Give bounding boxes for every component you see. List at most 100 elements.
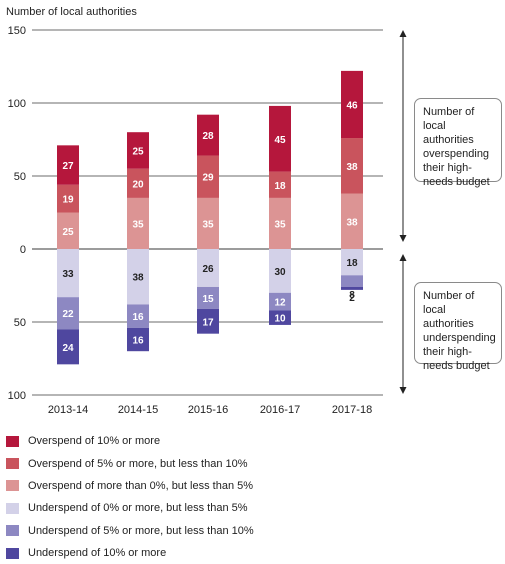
data-label: 10: [274, 314, 286, 325]
legend-item: Overspend of more than 0%, but less than…: [6, 475, 306, 497]
bar-segment: [341, 138, 363, 194]
data-label: 38: [346, 162, 358, 173]
bar-segment: [341, 249, 363, 276]
data-label: 35: [132, 219, 144, 230]
legend-label: Overspend of 10% or more: [28, 435, 161, 448]
legend-label: Underspend of 10% or more: [28, 547, 167, 560]
bar-segment: [197, 114, 219, 156]
bar-segment: [127, 132, 149, 169]
x-tick-label: 2013-14: [48, 404, 88, 416]
legend-swatch: [6, 547, 19, 559]
range-arrows: [399, 30, 407, 394]
legend-item: Underspend of 5% or more, but less than …: [6, 520, 306, 542]
data-label: 2: [349, 293, 355, 304]
bar-segment: [57, 212, 79, 249]
bar-segment: [197, 286, 219, 309]
data-label: 17: [202, 317, 214, 328]
data-label: 16: [132, 336, 144, 347]
bar-segment: [57, 145, 79, 185]
data-label: 35: [274, 219, 286, 230]
bar-segment: [127, 249, 149, 305]
y-tick-label: 150: [8, 25, 26, 37]
legend-label: Overspend of more than 0%, but less than…: [28, 479, 254, 492]
data-label: 8: [349, 290, 355, 301]
arrow-head: [399, 387, 407, 394]
y-tick-labels: 150 100 50 0 50 100: [8, 25, 26, 402]
legend-item: Underspend of 0% or more, but less than …: [6, 497, 306, 519]
legend-swatch: [6, 480, 19, 492]
bar-segment: [197, 155, 219, 198]
data-label: 38: [346, 217, 358, 228]
legend-item: Underspend of 10% or more: [6, 542, 306, 564]
y-tick-label: 100: [8, 390, 26, 402]
bar-segment: [341, 286, 363, 290]
x-tick-label: 2017-18: [332, 404, 372, 416]
data-label: 25: [132, 146, 144, 157]
bar-segment: [127, 327, 149, 352]
x-tick-label: 2015-16: [188, 404, 228, 416]
legend: Overspend of 10% or more Overspend of 5% …: [6, 430, 306, 564]
chart: Number of local authorities 150100500501…: [6, 6, 407, 416]
bars: 25 19 27 33 22 24 35 20 25 38 16 16 35 29 28 26 15 17 35 18…: [57, 70, 363, 365]
y-tick-label: 100: [8, 98, 26, 110]
bar-segment: [269, 105, 291, 172]
data-label: 27: [62, 161, 74, 172]
overspend-callout: Number of local authorities overspending…: [414, 98, 502, 188]
bar-segment: [57, 184, 79, 213]
bar-segment: [197, 197, 219, 249]
y-axis-label: Number of local authorities: [6, 6, 137, 18]
bar-segment: [127, 168, 149, 198]
arrow-head: [399, 254, 407, 261]
data-label: 22: [62, 309, 74, 320]
data-label: 30: [274, 267, 286, 278]
bar-segment: [57, 297, 79, 330]
bar-segment: [269, 171, 291, 198]
data-label: 16: [132, 312, 144, 323]
data-label: 19: [62, 195, 74, 206]
data-label: 38: [132, 273, 144, 284]
data-label: 15: [202, 294, 214, 305]
bar-segment: [341, 275, 363, 287]
data-label: 45: [274, 135, 286, 146]
legend-label: Underspend of 0% or more, but less than …: [28, 502, 248, 515]
data-label: 18: [346, 258, 358, 269]
bar-segment: [341, 193, 363, 249]
legend-label: Underspend of 5% or more, but less than …: [28, 524, 254, 537]
bar-segment: [127, 304, 149, 328]
data-label: 18: [274, 181, 286, 192]
y-tick-label: 50: [14, 317, 26, 329]
data-label: 33: [62, 269, 74, 280]
arrow-head: [399, 30, 407, 37]
bar-segment: [197, 249, 219, 287]
legend-item: Overspend of 10% or more: [6, 430, 306, 452]
data-label: 26: [202, 264, 214, 275]
legend-swatch: [6, 435, 19, 447]
bar-segment: [57, 329, 79, 365]
bar-segment: [269, 249, 291, 293]
x-tick-labels: 2013-14 2014-15 2015-16 2016-17 2017-18: [48, 404, 372, 416]
bar-segment: [269, 292, 291, 311]
bar-segment: [127, 197, 149, 249]
bar-segment: [269, 310, 291, 325]
data-label: 24: [62, 343, 74, 354]
underspend-callout: Number of local authorities underspendin…: [414, 282, 502, 372]
legend-label: Overspend of 5% or more, but less than 1…: [28, 457, 248, 470]
legend-swatch: [6, 458, 19, 470]
y-tick-label: 50: [14, 171, 26, 183]
x-tick-label: 2016-17: [260, 404, 300, 416]
data-label: 25: [62, 227, 74, 238]
bar-segment: [197, 308, 219, 334]
data-label: 20: [132, 179, 144, 190]
legend-swatch: [6, 525, 19, 537]
bar-segment: [341, 70, 363, 139]
x-tick-label: 2014-15: [118, 404, 158, 416]
legend-item: Overspend of 5% or more, but less than 1…: [6, 452, 306, 474]
bar-segment: [269, 197, 291, 249]
arrow-head: [399, 235, 407, 242]
bar-segment: [57, 249, 79, 298]
data-label: 12: [274, 298, 286, 309]
data-label: 35: [202, 219, 214, 230]
data-label: 28: [202, 131, 214, 142]
y-tick-label: 0: [20, 244, 26, 256]
data-label: 29: [202, 173, 214, 184]
